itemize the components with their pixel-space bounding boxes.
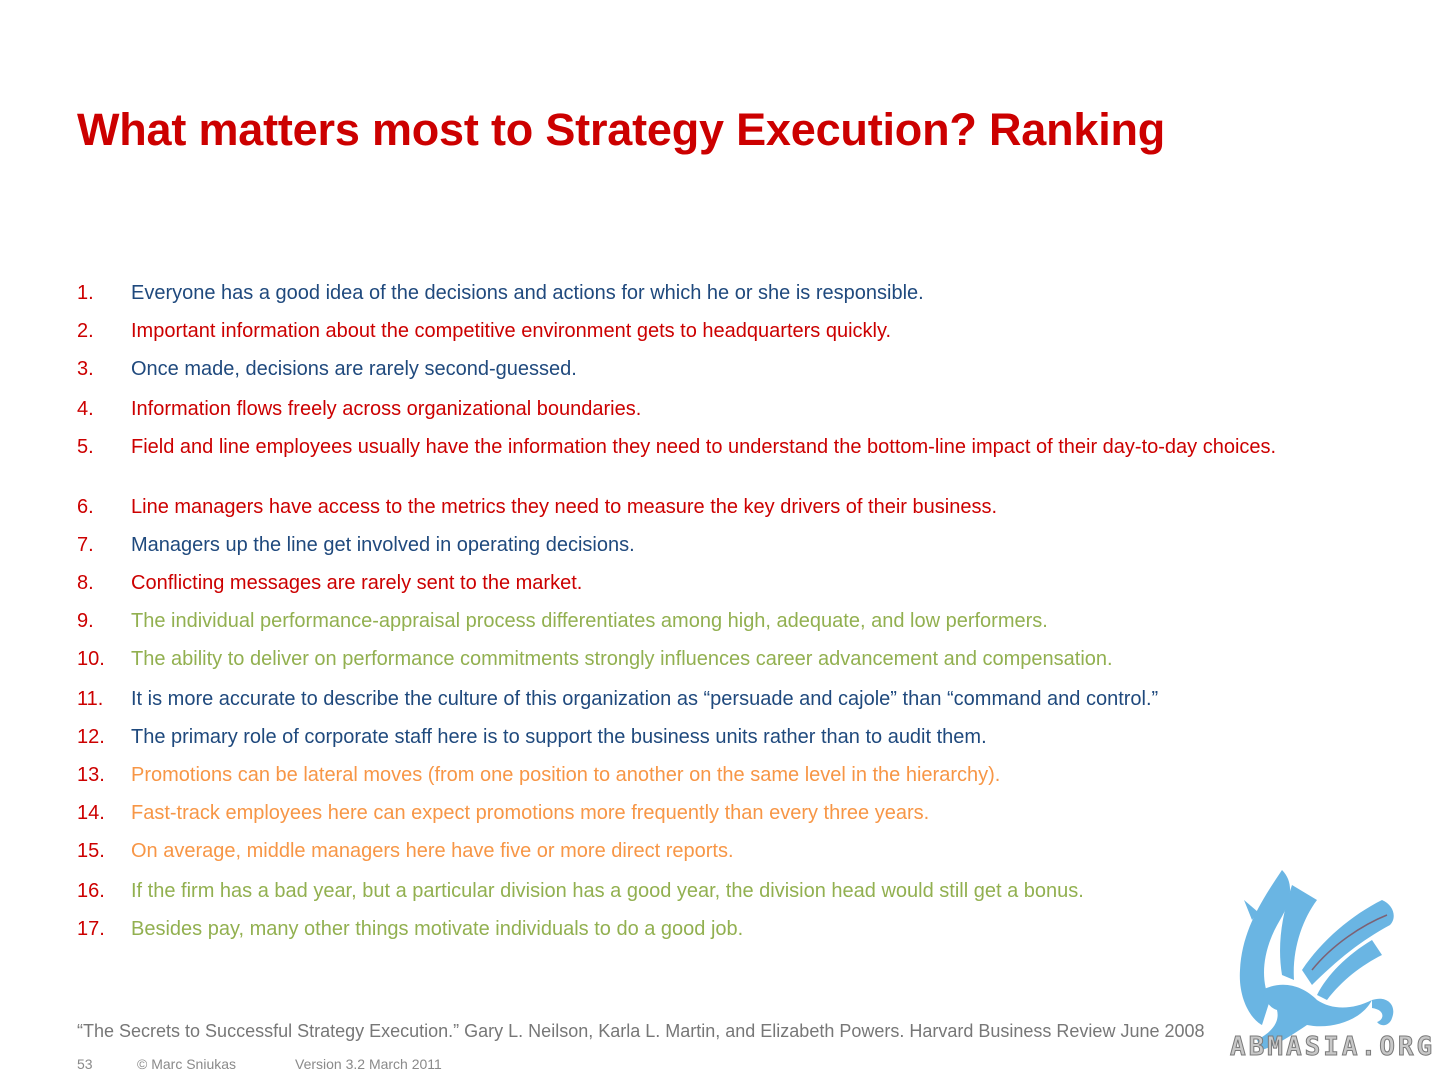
item-text: Line managers have access to the metrics… — [131, 496, 997, 518]
item-number: 7. — [77, 534, 94, 556]
item-number: 8. — [77, 572, 94, 594]
item-number: 4. — [77, 398, 94, 420]
item-text: Conflicting messages are rarely sent to … — [131, 572, 583, 594]
item-number: 17. — [77, 918, 105, 940]
item-number: 10. — [77, 648, 105, 670]
item-text: Promotions can be lateral moves (from on… — [131, 764, 1001, 786]
item-number: 14. — [77, 802, 105, 824]
item-text: Information flows freely across organiza… — [131, 398, 642, 420]
item-number: 3. — [77, 358, 94, 380]
item-number: 13. — [77, 764, 105, 786]
item-text: Fast-track employees here can expect pro… — [131, 802, 930, 824]
item-number: 11. — [77, 688, 104, 710]
item-text: Managers up the line get involved in ope… — [131, 534, 635, 556]
version-label: Version 3.2 March 2011 — [295, 1056, 442, 1072]
item-text: If the firm has a bad year, but a partic… — [131, 880, 1084, 902]
item-number: 15. — [77, 840, 105, 862]
item-text: Once made, decisions are rarely second-g… — [131, 358, 577, 380]
item-number: 16. — [77, 880, 105, 902]
item-text: Everyone has a good idea of the decision… — [131, 282, 924, 304]
item-text: The primary role of corporate staff here… — [131, 726, 987, 748]
copyright: © Marc Sniukas — [137, 1056, 237, 1072]
griffin-logo-icon — [1239, 870, 1394, 1050]
item-text: The individual performance-appraisal pro… — [131, 610, 1048, 632]
citation: “The Secrets to Successful Strategy Exec… — [77, 1021, 1205, 1041]
item-number: 2. — [77, 320, 94, 342]
item-number: 1. — [77, 282, 94, 304]
item-number: 12. — [77, 726, 105, 748]
item-text: Field and line employees usually have th… — [131, 436, 1277, 458]
item-text: Besides pay, many other things motivate … — [131, 918, 744, 940]
item-number: 5. — [77, 436, 94, 458]
slide-title: What matters most to Strategy Execution?… — [77, 104, 1166, 155]
item-number: 9. — [77, 610, 94, 632]
item-text: On average, middle managers here have fi… — [131, 840, 734, 862]
item-text: The ability to deliver on performance co… — [131, 648, 1113, 670]
item-number: 6. — [77, 496, 94, 518]
watermark-text: ABMASIA.ORG — [1229, 1032, 1436, 1063]
item-text: Important information about the competit… — [131, 320, 892, 342]
item-text: It is more accurate to describe the cult… — [131, 688, 1159, 710]
page-number: 53 — [77, 1056, 93, 1072]
